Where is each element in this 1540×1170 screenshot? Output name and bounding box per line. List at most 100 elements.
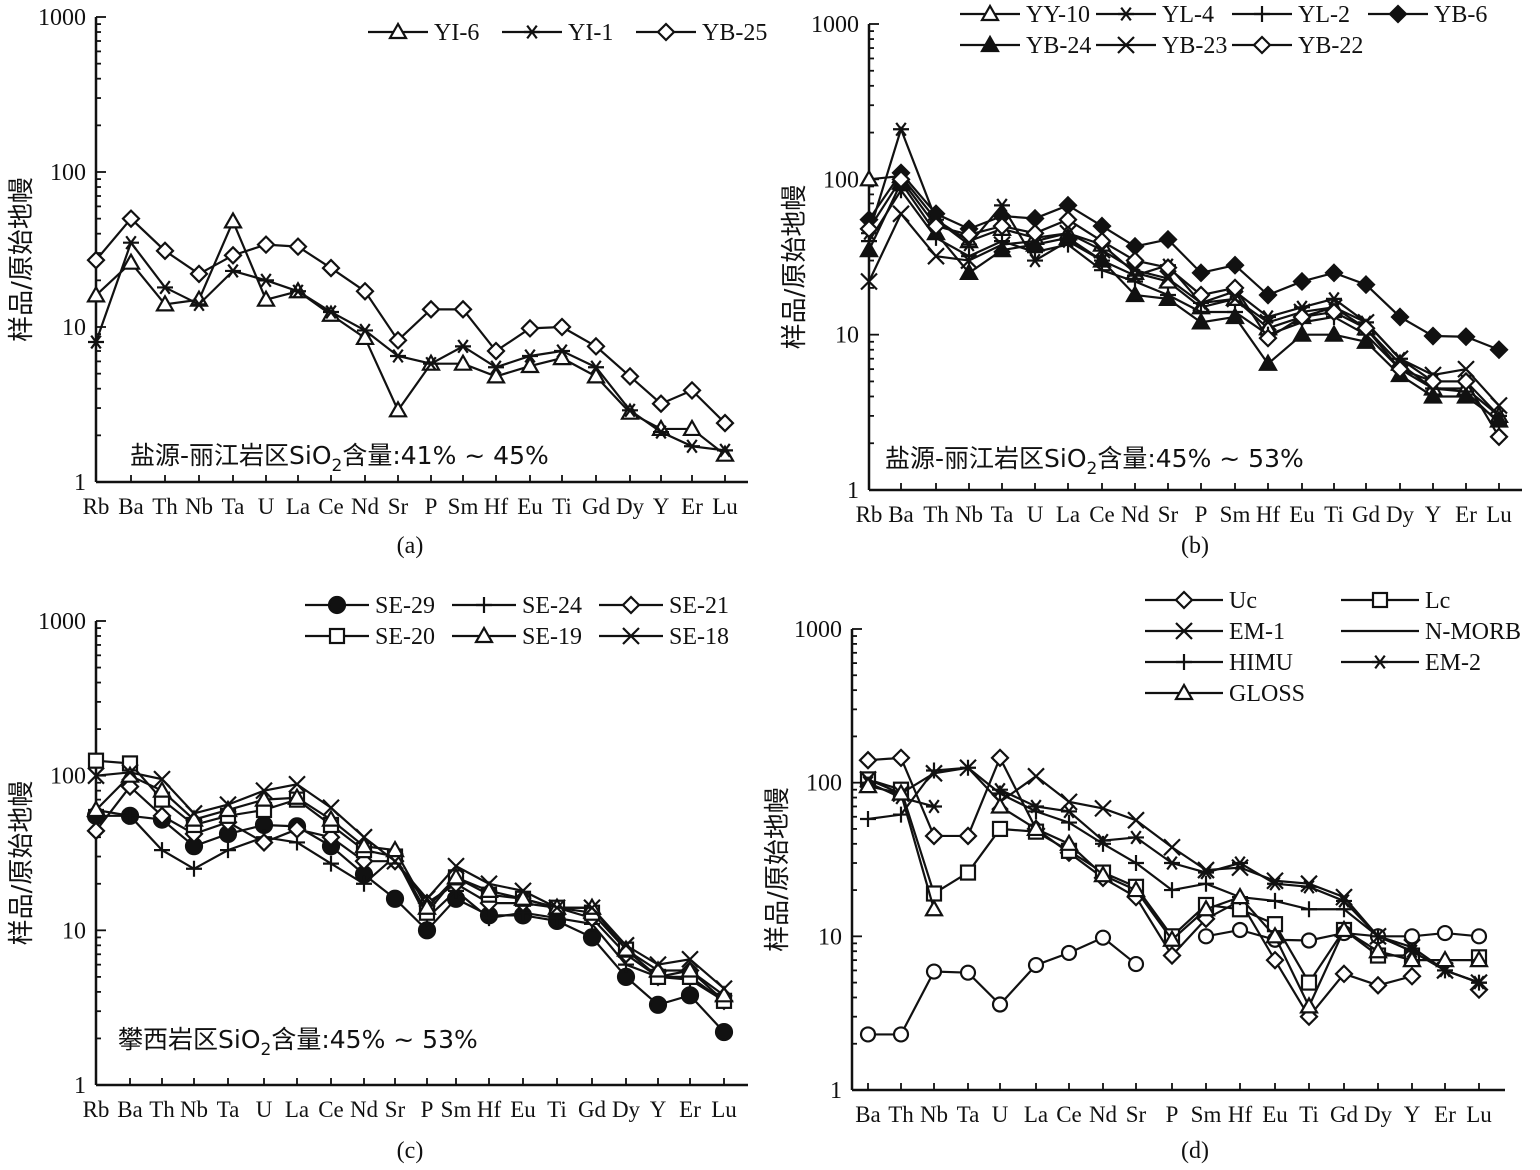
subplot-label: (a) xyxy=(397,533,424,559)
marker-x xyxy=(322,798,340,817)
series-YI-1 xyxy=(88,235,733,458)
marker-diamond xyxy=(86,250,106,270)
marker-diamond xyxy=(1025,223,1045,243)
marker-asterisk xyxy=(390,348,406,364)
marker-diamond xyxy=(287,819,307,839)
marker-diamond-filled xyxy=(1489,340,1509,360)
y-tick-label: 100 xyxy=(50,160,86,186)
marker-diamond xyxy=(1191,285,1211,305)
marker-diamond xyxy=(1334,964,1354,984)
marker-triangle xyxy=(120,765,140,783)
marker-triangle xyxy=(586,366,606,384)
marker-triangle xyxy=(385,839,405,858)
marker-triangle xyxy=(121,252,141,270)
x-tick-label: Ba xyxy=(118,494,144,519)
x-tick-label: Gd xyxy=(1330,1102,1359,1127)
marker-x xyxy=(1197,861,1215,879)
legend-label: EM-1 xyxy=(1229,619,1285,645)
x-tick-label: Ce xyxy=(318,1097,344,1122)
annotation-post: 含量:45% ~ 53% xyxy=(271,1025,477,1054)
marker-asterisk xyxy=(290,284,306,299)
annotation-post: 含量:41% ~ 45% xyxy=(342,441,548,470)
x-tick-label: Sm xyxy=(1191,1102,1222,1127)
x-tick-label: Sr xyxy=(1158,502,1179,527)
series-line xyxy=(868,936,1137,1036)
series-SE-21 xyxy=(86,777,734,1011)
marker-x xyxy=(860,272,878,291)
marker-plus xyxy=(186,860,202,877)
subplot-label: (c) xyxy=(397,1138,424,1164)
marker-triangle-filled xyxy=(1489,410,1509,428)
marker-asterisk xyxy=(1128,830,1144,845)
x-tick-label: Ba xyxy=(117,1097,143,1122)
marker-x xyxy=(1126,261,1144,279)
x-tick-label: Er xyxy=(681,494,703,519)
marker-diamond-filled xyxy=(1191,263,1211,283)
series-YB-25 xyxy=(86,209,735,433)
marker-triangle xyxy=(1059,833,1079,851)
marker-x xyxy=(1259,313,1277,332)
marker-diamond xyxy=(621,595,641,615)
x-tick-label: Ce xyxy=(1056,1102,1082,1127)
marker-diamond-filled xyxy=(1225,255,1245,275)
x-tick-label: Y xyxy=(650,1097,667,1122)
x-tick-label: Ti xyxy=(552,494,572,519)
marker-diamond xyxy=(858,750,878,770)
x-tick-label: Sr xyxy=(385,1097,406,1122)
marker-asterisk xyxy=(1336,893,1352,908)
marker-x xyxy=(1059,224,1077,242)
marker-triangle-filled xyxy=(1191,312,1211,330)
legend-label: YB-24 xyxy=(1026,33,1091,59)
marker-x xyxy=(514,882,532,900)
marker-triangle xyxy=(1299,996,1319,1014)
marker-asterisk xyxy=(524,24,540,40)
marker-circle xyxy=(892,1026,910,1043)
marker-x xyxy=(1094,799,1112,818)
marker-diamond xyxy=(288,237,308,257)
marker-x xyxy=(622,627,640,645)
y-tick-label: 100 xyxy=(806,771,842,797)
marker-square xyxy=(1371,591,1389,609)
marker-diamond xyxy=(155,241,175,261)
marker-x xyxy=(153,770,171,788)
x-tick-label: Hf xyxy=(484,494,509,519)
marker-diamond xyxy=(486,341,506,361)
x-tick-label: Th xyxy=(923,502,949,527)
marker-diamond-filled xyxy=(1456,327,1476,347)
marker-asterisk xyxy=(123,235,139,250)
marker-diamond xyxy=(1489,427,1509,447)
marker-triangle-filled xyxy=(1456,386,1476,404)
marker-asterisk xyxy=(323,304,339,320)
legend-label: Uc xyxy=(1229,588,1257,614)
marker-triangle xyxy=(223,211,243,229)
marker-diamond xyxy=(86,821,106,841)
marker-asterisk xyxy=(1027,253,1043,268)
marker-triangle-filled xyxy=(1225,306,1245,325)
marker-triangle xyxy=(520,355,540,374)
marker-circle-filled xyxy=(327,595,347,615)
marker-circle xyxy=(991,996,1009,1013)
marker-plus xyxy=(1164,882,1180,899)
y-axis-label: 样品/原始地幔 xyxy=(780,185,810,350)
marker-circle xyxy=(1094,929,1112,946)
marker-triangle xyxy=(682,418,702,437)
marker-diamond xyxy=(959,225,979,245)
marker-triangle xyxy=(388,400,408,418)
marker-triangle xyxy=(1026,818,1046,837)
y-axis-label: 样品/原始地幔 xyxy=(7,781,37,946)
legend-label: YB-25 xyxy=(702,20,767,46)
marker-diamond xyxy=(1265,950,1285,970)
marker-diamond xyxy=(620,366,640,386)
marker-x xyxy=(960,251,978,270)
x-tick-label: Ce xyxy=(1089,502,1115,527)
legend: SE-29 SE-24 SE-21 SE-20 SE-19 SE-18 xyxy=(305,593,729,650)
marker-diamond xyxy=(1158,258,1178,278)
x-tick-label: Ba xyxy=(855,1102,881,1127)
marker-square xyxy=(1300,974,1318,991)
x-tick-label: Ta xyxy=(991,502,1014,527)
x-tick-label: Th xyxy=(152,494,178,519)
marker-asterisk xyxy=(1095,833,1111,848)
marker-diamond-filled xyxy=(1388,4,1408,24)
x-tick-label: Rb xyxy=(83,494,110,519)
